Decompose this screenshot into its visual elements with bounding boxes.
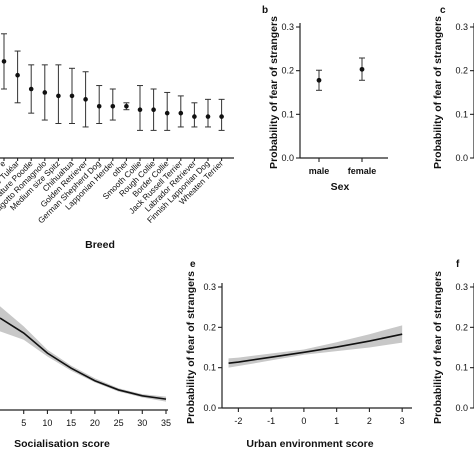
panel-a-point — [205, 114, 211, 119]
panel-f-y-tick-label: 0.0 — [455, 403, 468, 413]
panel-e-trend-line — [228, 333, 403, 365]
panel-e-x-tick-label: -2 — [234, 416, 242, 426]
panel-e-y-tick-label: 0.3 — [203, 282, 216, 292]
panel-a-point — [124, 103, 129, 109]
panel-f-y-tick-label: 0.2 — [455, 322, 468, 332]
panel-letter-f: f — [456, 259, 460, 270]
panel-a-point — [15, 72, 20, 78]
panel-b-category-label: male — [309, 166, 330, 176]
panel-d-x-tick-label: 25 — [114, 418, 124, 428]
panel-f-y-axis-label: Probability of fear of strangers — [432, 271, 444, 424]
panel-letter-b: b — [262, 5, 268, 16]
panel-c-y-tick-label: 0.1 — [455, 109, 468, 119]
panel-d-x-axis-label: Socialisation score — [14, 438, 110, 450]
panel-a-point — [28, 86, 34, 92]
panel-c-y-axis-label: Probability of fear of strangers — [432, 16, 444, 169]
panel-a-point — [192, 114, 197, 119]
panel-d-trend-line — [0, 317, 167, 400]
panel-a-point — [110, 103, 116, 109]
panel-d-confidence-band — [0, 306, 166, 402]
panel-e-y-tick-label: 0.1 — [203, 363, 216, 373]
panel-e-y-tick-label: 0.2 — [203, 322, 216, 332]
panel-d-x-tick-label: 15 — [66, 418, 76, 428]
panel-letter-e: e — [190, 259, 196, 270]
panel-letter-c: c — [440, 5, 446, 16]
panel-c-y-tick-label: 0.3 — [455, 22, 468, 32]
panel-f-y-tick-label: 0.1 — [455, 363, 468, 373]
panel-e-x-tick-label: 1 — [334, 416, 339, 426]
panel-b-y-tick-label: 0.2 — [281, 66, 294, 76]
panel-a-category-label: e — [0, 159, 8, 169]
panel-c-y-tick-label: 0.0 — [455, 153, 468, 163]
panel-e-x-tick-label: -1 — [267, 416, 275, 426]
panel-e-x-tick-label: 2 — [367, 416, 372, 426]
panel-d-x-tick-label: 35 — [161, 418, 171, 428]
panel-e-x-tick-label: 0 — [301, 416, 306, 426]
panel-d-x-tick-label: 10 — [42, 418, 52, 428]
panel-a-point — [96, 103, 102, 109]
panel-a-x-axis-label: Breed — [85, 239, 115, 251]
panel-a-point — [42, 90, 48, 95]
panel-e-y-axis-label: Probability of fear of strangers — [185, 271, 197, 424]
panel-e-x-tick-label: 3 — [400, 416, 405, 426]
panel-b-y-tick-label: 0.1 — [281, 109, 294, 119]
panel-d-x-tick-label: 5 — [21, 418, 26, 428]
panel-b-x-axis-label: Sex — [331, 181, 350, 193]
panel-d-x-tick-label: 30 — [137, 418, 147, 428]
panel-a-point — [178, 110, 184, 116]
panel-a-point — [1, 59, 7, 64]
panel-f: 0.0 0.1 0.2 0.3 Probability of fear of stran… — [432, 271, 474, 424]
panel-e-urban: 0.0 0.1 0.2 0.3 Probability of fear of stran… — [185, 271, 412, 450]
panel-a-point — [164, 110, 170, 116]
panel-e-confidence-band — [228, 325, 403, 368]
panel-a-point — [69, 93, 75, 99]
panel-d-socialisation: 5 10 15 20 25 30 35 Socialisation score — [0, 306, 171, 450]
panel-b-y-tick-label: 0.0 — [281, 153, 294, 163]
panel-a-point — [219, 114, 224, 119]
panel-b-y-axis-label: Probability of fear of strangers — [268, 16, 280, 169]
panel-e-x-axis-label: Urban environment score — [246, 438, 373, 450]
panel-e-y-tick-label: 0.0 — [203, 403, 216, 413]
panel-b-point — [316, 77, 322, 83]
panel-a-point — [56, 93, 61, 99]
panel-d-x-tick-label: 20 — [90, 418, 100, 428]
panel-c-y-tick-label: 0.2 — [455, 66, 468, 76]
panel-a-point — [83, 97, 88, 102]
panel-b-category-label: female — [348, 166, 377, 176]
panel-c: 0.0 0.1 0.2 0.3 Probability of fear of stran… — [432, 16, 474, 169]
panel-b-point — [359, 66, 365, 72]
panel-a-point — [137, 107, 143, 112]
panel-b-y-tick-label: 0.3 — [281, 22, 294, 32]
panel-f-y-tick-label: 0.3 — [455, 282, 468, 292]
panel-a-point — [151, 107, 156, 112]
